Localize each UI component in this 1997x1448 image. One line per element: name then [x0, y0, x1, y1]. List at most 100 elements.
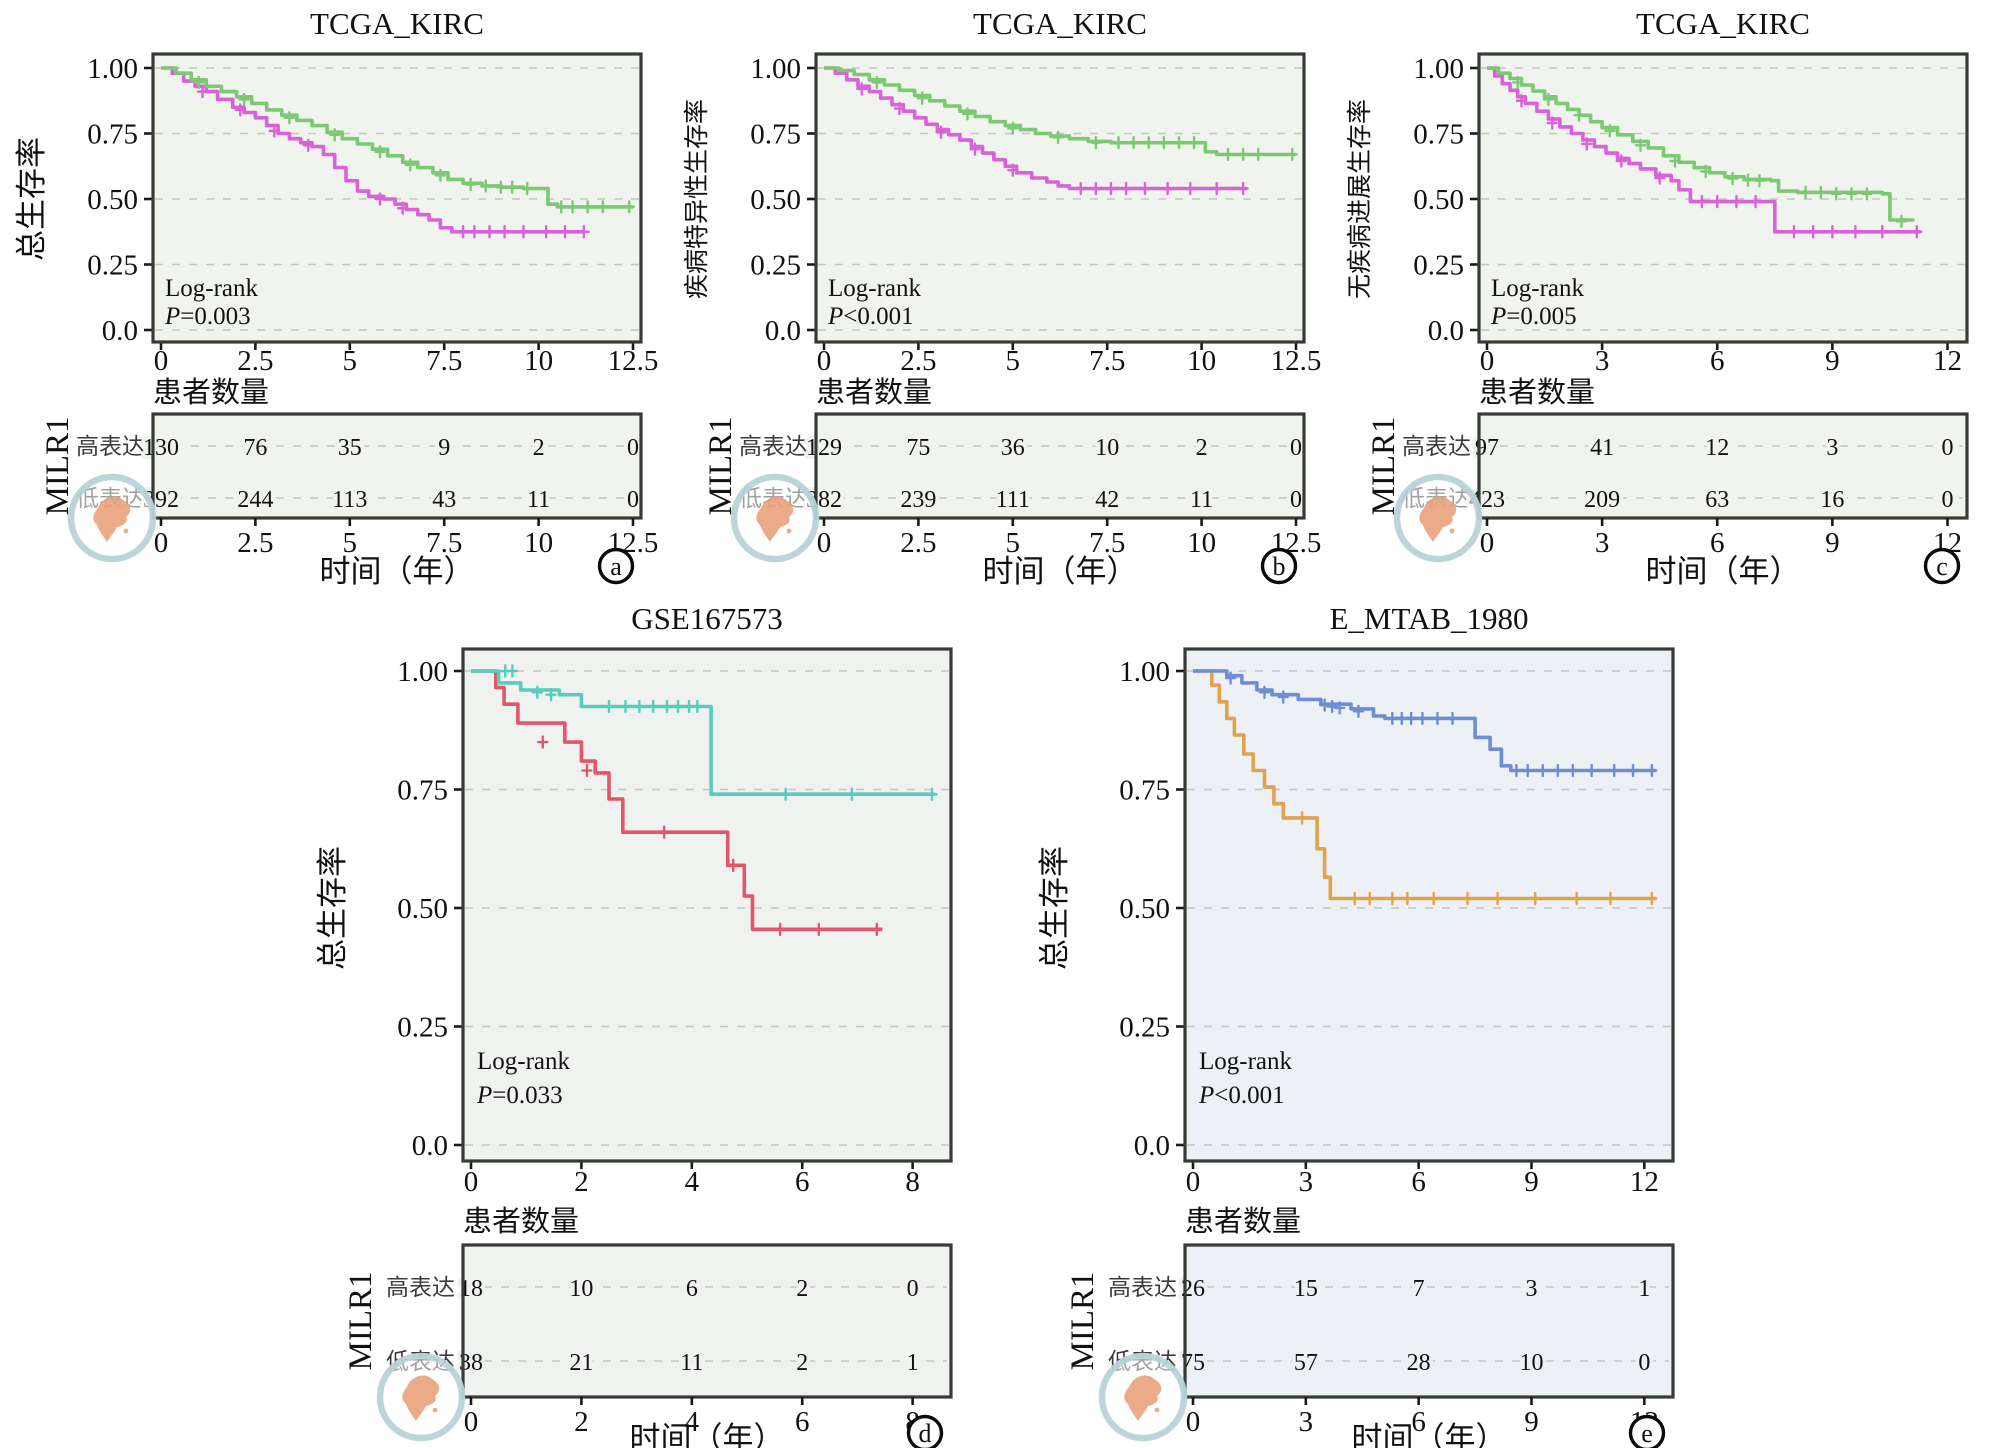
risk-count: 57 [1293, 1350, 1317, 1376]
table-x-tick-label: 0 [1185, 1406, 1200, 1438]
x-tick-label: 10 [524, 345, 553, 377]
km-curve-high [824, 66, 1247, 191]
x-tick-label: 12 [1933, 345, 1962, 377]
risk-count: 2 [533, 435, 545, 461]
table-x-tick-label: 0 [817, 527, 832, 559]
plot-area [1184, 649, 1673, 1161]
risk-count: 36 [1001, 435, 1025, 461]
stamp-map-shape [756, 496, 794, 542]
y-tick-label: 0.50 [1413, 184, 1464, 216]
km-curve-low [1487, 66, 1915, 222]
table-x-tick-label: 5 [1006, 527, 1021, 559]
table-x-tick-label: 10 [524, 527, 553, 559]
y-tick-label: 0.0 [1428, 315, 1464, 347]
km-svg-c: TCGA_KIRC 1.00 0.75 0.50 0.25 0.0 0 3 6 9 12 无疾病进展生… [1346, 6, 1969, 589]
risk-table-frame [814, 412, 1306, 520]
y-axis-title: 无疾病进展生存率 [1346, 99, 1374, 299]
risk-count: 28 [1406, 1350, 1430, 1376]
km-curve-high [1192, 669, 1656, 901]
risk-count: 21 [569, 1350, 593, 1376]
stamp-map-shape [1123, 1375, 1161, 1421]
panel-letter: c [1936, 552, 1948, 581]
risk-count: 10 [1519, 1350, 1543, 1376]
time-axis-title: 时间（年） [1646, 554, 1801, 586]
km-panel-b: TCGA_KIRC 1.00 0.75 0.50 0.25 0.0 0 2.5 5 7.5 10 12… [671, 4, 1326, 591]
y-tick-label: 0.50 [1119, 893, 1170, 925]
time-axis-title: 时间（年） [629, 1421, 784, 1448]
risk-count: 41 [1590, 435, 1614, 461]
risk-row-label: 高表达 [76, 434, 145, 459]
time-axis-title: 时间（年） [320, 554, 475, 586]
x-tick-label: 5 [343, 345, 358, 377]
risk-row-label: 高表达 [1402, 434, 1471, 459]
table-x-tick-label: 2.5 [900, 527, 936, 559]
risk-count: 3 [1525, 1276, 1537, 1302]
km-curve-high [470, 669, 882, 932]
y-tick-label: 0.25 [1119, 1012, 1170, 1044]
x-tick-label: 5 [1006, 345, 1021, 377]
km-svg-d: GSE167573 1.00 0.75 0.50 0.25 0.0 0 2 4 6 8 总生存率 Log… [315, 601, 953, 1448]
panel-letter: b [1273, 552, 1286, 581]
stamp-island-dot [1449, 528, 1455, 534]
risk-table-header: 患者数量 [1479, 376, 1595, 409]
table-x-tick-label: 2 [574, 1406, 589, 1438]
km-panel-c: TCGA_KIRC 1.00 0.75 0.50 0.25 0.0 0 3 6 9 12 无疾病进展生… [1334, 4, 1989, 591]
y-tick-label: 0.50 [397, 893, 448, 925]
table-x-tick-label: 6 [794, 1406, 809, 1438]
x-tick-label: 10 [1187, 345, 1216, 377]
panel-title: TCGA_KIRC [973, 6, 1147, 41]
x-tick-label: 4 [684, 1166, 699, 1198]
x-tick-label: 12 [1629, 1166, 1658, 1198]
risk-table-header: 患者数量 [153, 376, 269, 409]
x-tick-label: 3 [1595, 345, 1610, 377]
risk-count: 1 [1638, 1276, 1650, 1302]
plot-frame [460, 647, 953, 1163]
gene-label: MILR1 [40, 417, 76, 516]
risk-count: 2 [796, 1350, 808, 1376]
figure-row-top: TCGA_KIRC 1.00 0.75 0.50 0.25 0.0 0 2.5 5 7.5 10 12… [0, 4, 1997, 591]
panel-letter-badge [906, 1414, 943, 1448]
figure-row-bottom: GSE167573 1.00 0.75 0.50 0.25 0.0 0 2 4 6 8 总生存率 Log… [0, 597, 1997, 1448]
km-curve-low [824, 66, 1296, 157]
panel-title: TCGA_KIRC [310, 6, 484, 41]
risk-row-label: 高表达 [1108, 1275, 1177, 1300]
risk-count: 0 [627, 435, 639, 461]
panel-letter-badge [597, 547, 635, 585]
y-tick-label: 0.25 [1413, 250, 1464, 282]
risk-count: 76 [243, 435, 267, 461]
p-value: P<0.001 [1198, 1082, 1285, 1109]
logrank-label: Log-rank [477, 1048, 571, 1075]
risk-table-header: 患者数量 [463, 1205, 579, 1238]
y-tick-label: 0.75 [397, 775, 448, 807]
risk-count: 0 [1941, 487, 1953, 513]
risk-count: 209 [1584, 487, 1620, 513]
y-tick-label: 0.25 [87, 250, 138, 282]
x-tick-label: 2.5 [237, 345, 273, 377]
risk-table-area [816, 414, 1304, 518]
risk-count: 0 [1941, 435, 1953, 461]
risk-table-frame [1477, 412, 1969, 520]
x-tick-label: 2.5 [900, 345, 936, 377]
x-tick-label: 3 [1298, 1166, 1313, 1198]
risk-count: 0 [1290, 435, 1302, 461]
y-tick-label: 0.50 [750, 184, 801, 216]
x-tick-label: 9 [1825, 345, 1840, 377]
logrank-label: Log-rank [828, 275, 922, 302]
risk-count: 1 [906, 1350, 918, 1376]
risk-count: 0 [1290, 487, 1302, 513]
x-tick-label: 6 [794, 1166, 809, 1198]
risk-count: 0 [627, 487, 639, 513]
y-axis-title: 总生存率 [1037, 846, 1072, 970]
x-tick-label: 8 [905, 1166, 920, 1198]
chinese-medical-association-stamp [67, 473, 157, 563]
x-tick-label: 12.5 [1271, 345, 1322, 377]
risk-count: 10 [1095, 435, 1119, 461]
y-tick-label: 0.0 [411, 1130, 447, 1162]
risk-count: 2 [1196, 435, 1208, 461]
risk-table-area [153, 414, 641, 518]
km-panel-e: E_MTAB_1980 1.00 0.75 0.50 0.25 0.0 0 3 6 9 12 总生存率… [1025, 597, 1695, 1448]
table-x-tick-label: 2.5 [237, 527, 273, 559]
table-x-tick-label: 0 [154, 527, 169, 559]
y-tick-label: 0.0 [102, 315, 138, 347]
